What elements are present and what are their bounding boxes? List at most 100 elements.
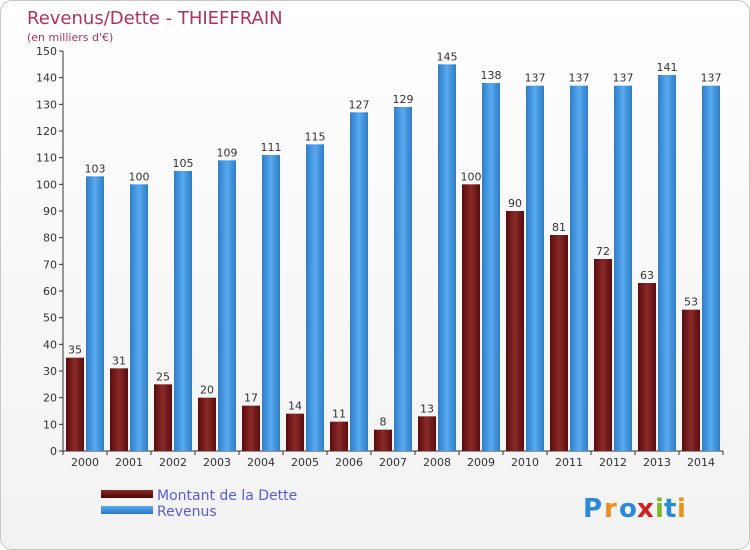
x-tick-label: 2005 — [291, 456, 319, 469]
bar-value-label: 138 — [481, 69, 502, 82]
bar-value-label: 81 — [552, 221, 566, 234]
bar-value-label: 103 — [85, 162, 106, 175]
bar-value-label: 25 — [156, 370, 170, 383]
x-tick-label: 2012 — [599, 456, 627, 469]
legend-swatch-revenus — [101, 506, 153, 514]
legend-swatch-debt — [101, 490, 153, 498]
legend-label-debt: Montant de la Dette — [157, 488, 297, 504]
bar-value-label: 137 — [701, 72, 722, 85]
bar-revenus — [394, 107, 412, 451]
logo-letter-t: t — [664, 494, 676, 524]
bar-value-label: 137 — [613, 72, 634, 85]
y-tick-label: 20 — [43, 392, 57, 405]
x-tick-label: 2007 — [379, 456, 407, 469]
bar-value-label: 17 — [244, 392, 258, 405]
bar-value-label: 8 — [380, 416, 387, 429]
bar-value-label: 141 — [657, 61, 678, 74]
y-tick-label: 70 — [43, 258, 57, 271]
logo-letter-r: r — [604, 494, 617, 524]
chart-subtitle: (en milliers d'€) — [27, 31, 113, 44]
bar-dette — [330, 421, 348, 451]
bar-revenus — [262, 155, 280, 451]
y-tick-label: 60 — [43, 285, 57, 298]
bar-revenus — [438, 64, 456, 452]
x-tick-label: 2006 — [335, 456, 363, 469]
bar-dette — [286, 413, 304, 451]
bar-revenus — [526, 85, 544, 452]
bar-value-label: 13 — [420, 402, 434, 415]
y-tick-label: 30 — [43, 365, 57, 378]
y-tick-label: 80 — [43, 232, 57, 245]
x-tick-label: 2004 — [247, 456, 275, 469]
bars — [66, 64, 720, 452]
y-tick-label: 140 — [36, 72, 57, 85]
bar-revenus — [702, 85, 720, 452]
bar-revenus — [86, 176, 104, 452]
bar-value-label: 111 — [261, 141, 282, 154]
bar-value-label: 109 — [217, 146, 238, 159]
bar-value-label: 72 — [596, 245, 610, 258]
y-tick-label: 110 — [36, 152, 57, 165]
bar-value-label: 145 — [437, 50, 458, 63]
bar-value-label: 35 — [68, 344, 82, 357]
y-tick-label: 10 — [43, 418, 57, 431]
logo-letter-x: x — [637, 494, 654, 524]
bar-dette — [374, 429, 392, 451]
bar-dette — [110, 368, 128, 451]
y-tick-label: 120 — [36, 125, 57, 138]
x-tick-label: 2008 — [423, 456, 451, 469]
logo-letter-i2: i — [677, 494, 686, 524]
bar-value-label: 137 — [569, 72, 590, 85]
y-tick-label: 50 — [43, 312, 57, 325]
x-tick-label: 2002 — [159, 456, 187, 469]
bar-dette — [154, 384, 172, 451]
y-tick-label: 40 — [43, 338, 57, 351]
legend: Montant de la Dette Revenus — [101, 488, 297, 520]
bar-revenus — [570, 85, 588, 452]
bar-value-label: 31 — [112, 354, 126, 367]
bar-value-label: 115 — [305, 130, 326, 143]
bar-revenus — [174, 171, 192, 451]
chart-title: Revenus/Dette - THIEFFRAIN — [27, 8, 283, 29]
bar-dette — [638, 283, 656, 451]
bar-dette — [594, 259, 612, 451]
x-tick-label: 2009 — [467, 456, 495, 469]
y-tick-label: 0 — [50, 445, 57, 458]
y-tick-label: 150 — [36, 45, 57, 58]
logo-letter-p: P — [583, 494, 602, 524]
bar-value-label: 14 — [288, 400, 302, 413]
x-tick-label: 2013 — [643, 456, 671, 469]
x-tick-label: 2000 — [71, 456, 99, 469]
proxiti-logo: P r o x i t i — [583, 494, 686, 524]
y-tick-label: 130 — [36, 98, 57, 111]
bar-value-label: 137 — [525, 72, 546, 85]
bar-value-label: 11 — [332, 408, 346, 421]
y-tick-label: 90 — [43, 205, 57, 218]
bar-value-label: 127 — [349, 98, 370, 111]
x-tick-label: 2014 — [687, 456, 715, 469]
x-tick-label: 2010 — [511, 456, 539, 469]
logo-letter-i1: i — [655, 494, 664, 524]
logo-letter-o: o — [619, 494, 637, 524]
legend-label-revenus: Revenus — [157, 504, 217, 520]
axes: 0 10 20 30 40 50 60 70 80 90 100 110 120 130 140 150 200… — [36, 45, 724, 469]
bar-value-label: 105 — [173, 157, 194, 170]
bar-value-label: 53 — [684, 296, 698, 309]
x-tick-label: 2001 — [115, 456, 143, 469]
bar-revenus — [218, 160, 236, 452]
bar-revenus — [658, 75, 676, 451]
x-tick-label: 2011 — [555, 456, 583, 469]
bar-revenus — [482, 83, 500, 451]
bar-dette — [550, 235, 568, 451]
bar-dette — [198, 397, 216, 451]
y-tick-label: 100 — [36, 178, 57, 191]
bar-dette — [462, 184, 480, 452]
bar-revenus — [306, 144, 324, 452]
bar-revenus — [350, 112, 368, 451]
x-tick-label: 2003 — [203, 456, 231, 469]
bar-value-label: 63 — [640, 269, 654, 282]
bar-value-label: 90 — [508, 197, 522, 210]
bar-labels: 35 31 25 20 17 14 11 8 13 100 90 81 72 63 53 103 100 105 1… — [68, 50, 722, 428]
